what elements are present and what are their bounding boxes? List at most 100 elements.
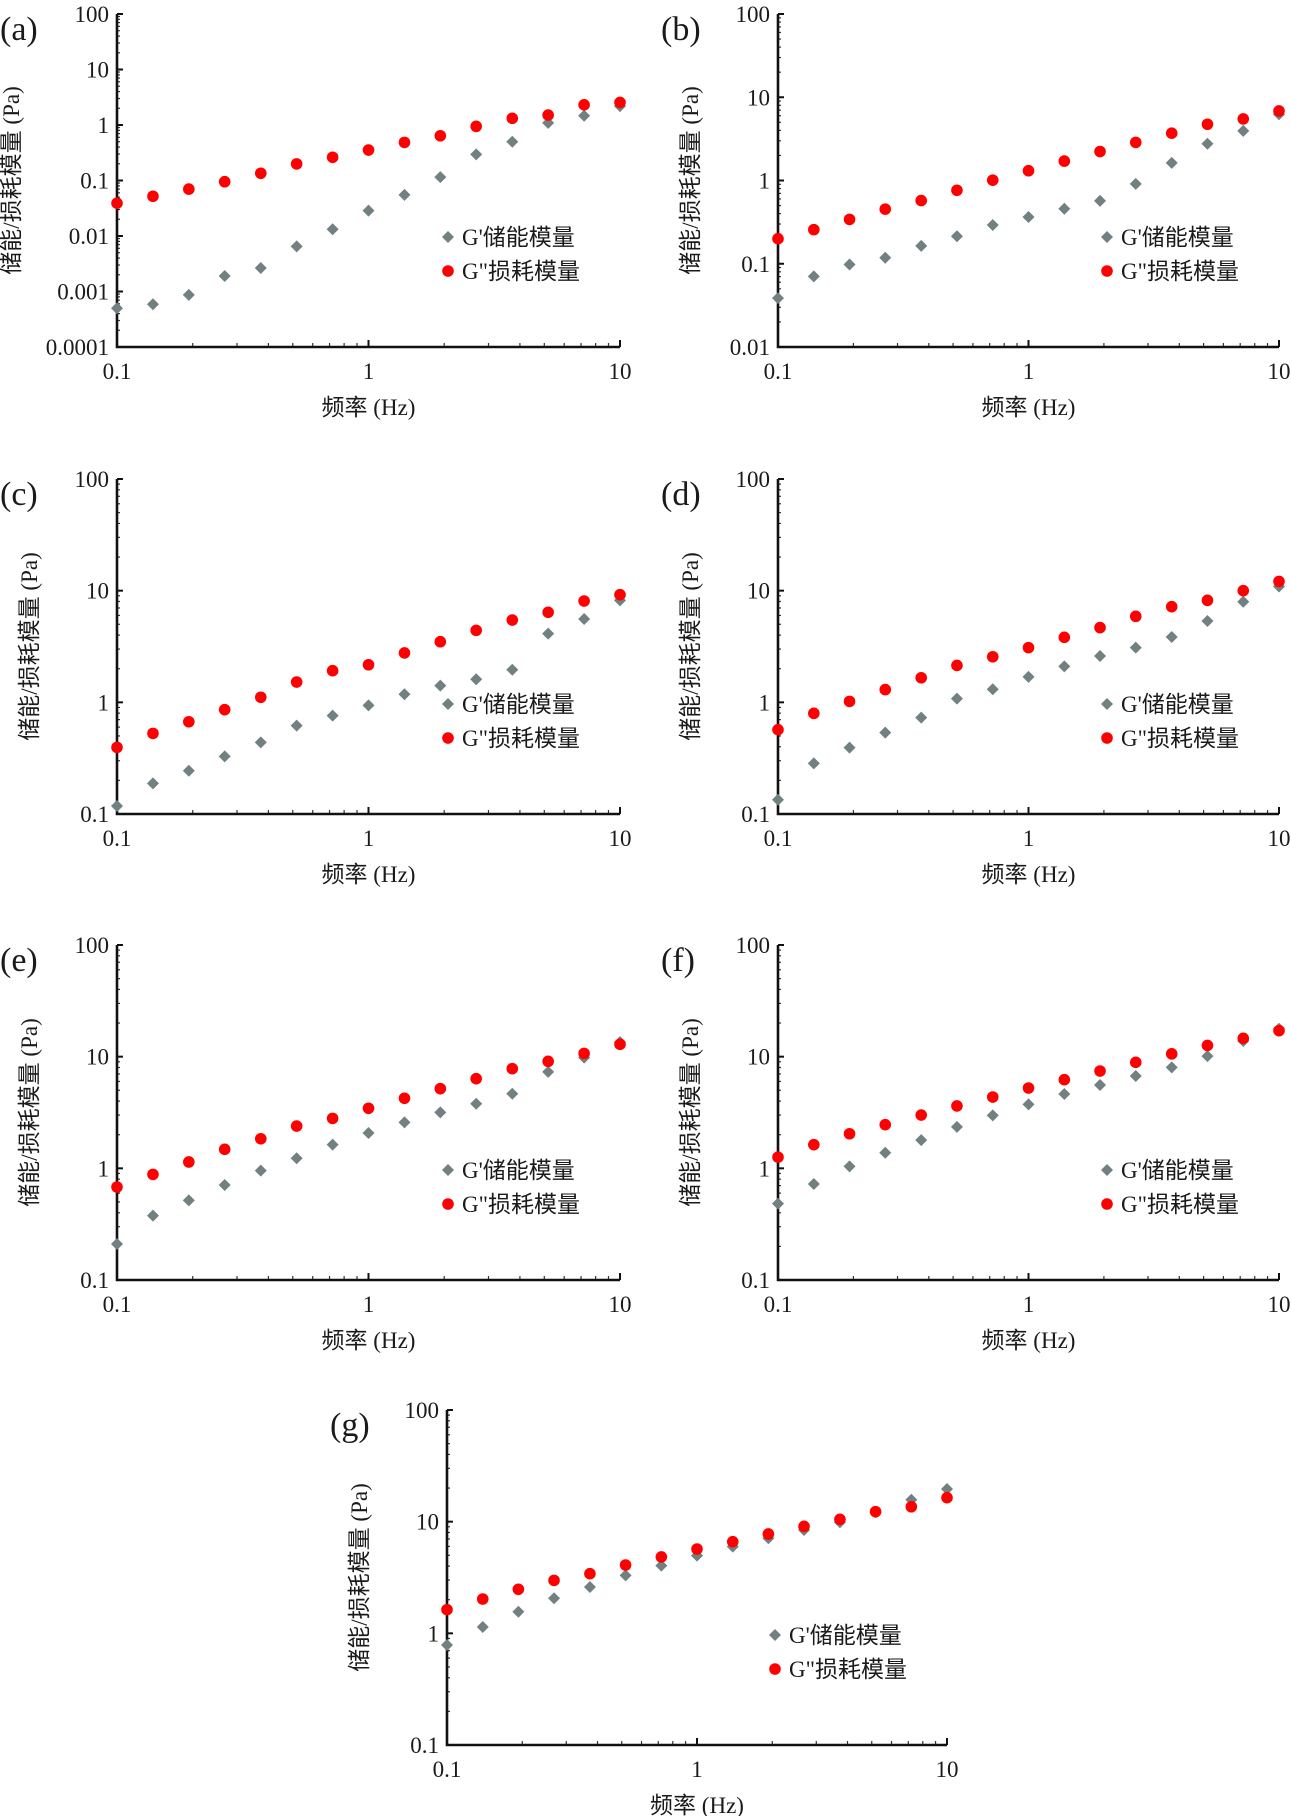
data-point-storage [843,1160,856,1173]
series-loss-modulus [111,588,626,754]
legend-label-loss: G"损耗模量 [789,1657,907,1682]
data-point-loss [843,695,856,708]
data-point-storage [1129,641,1142,654]
data-point-loss [951,184,963,197]
y-axis-title: 储能/损耗模量 (Pa) [678,86,703,274]
x-axis-title: 频率 (Hz) [982,395,1076,420]
data-point-loss [1165,1048,1178,1060]
data-point-storage [218,1179,231,1192]
data-point-storage [146,777,159,790]
data-point-loss [869,1505,882,1518]
data-point-storage [542,1065,555,1078]
y-tick-label: 1 [759,690,771,715]
x-tick-label: 1 [363,1292,375,1317]
data-point-loss [843,213,856,226]
data-point-loss [1237,113,1250,125]
data-point-storage [1237,124,1250,137]
data-point-loss [578,595,590,607]
data-point-loss [986,174,999,186]
data-point-loss [614,588,626,601]
data-point-loss [506,1062,519,1075]
data-point-storage [879,251,892,264]
x-tick-label: 0.1 [103,1292,132,1317]
chart-panel-c: (c) 0.1 1 10 100 0.1 1 10 频率 (Hz) 储能/损耗模量 (Pa) G'储… [0,467,632,887]
legend-label-loss: G"损耗模量 [1121,259,1239,284]
data-point-loss [111,1181,123,1193]
legend-label-loss: G"损耗模量 [462,1192,580,1217]
panel-label: (g) [330,1407,370,1444]
legend-marker-loss [769,1663,781,1675]
y-tick-label: 10 [747,85,770,110]
data-point-loss [1201,1039,1214,1052]
data-point-loss [218,175,231,188]
legend: G'储能模量 G"损耗模量 [1101,692,1239,751]
data-point-loss [111,197,123,209]
x-tick-label: 10 [1268,826,1291,851]
data-point-storage [655,1559,668,1572]
y-tick-label: 1 [98,113,110,138]
x-tick-label: 1 [363,826,375,851]
data-point-loss [542,606,554,619]
y-axis-title: 储能/损耗模量 (Pa) [678,1018,703,1206]
x-tick-label: 0.1 [764,1292,793,1317]
data-point-loss [326,664,339,677]
y-axis-title: 储能/损耗模量 (Pa) [17,552,42,740]
data-point-loss [506,614,519,626]
data-point-storage [398,1116,411,1129]
legend: G'储能模量 G"损耗模量 [1101,225,1239,284]
data-point-loss [1129,136,1142,149]
data-point-loss [1022,1082,1035,1094]
data-point-loss [843,1127,856,1140]
data-point-loss [834,1513,846,1526]
axes [115,479,620,816]
data-point-storage [476,1620,489,1633]
data-point-loss [1237,1032,1250,1045]
x-tick-label: 0.1 [103,826,132,851]
legend-label-loss: G"损耗模量 [1121,1192,1239,1217]
y-tick-label: 1 [98,690,110,715]
panel-label: (e) [0,942,38,979]
y-tick-label: 0.1 [80,802,109,827]
x-axis-title: 频率 (Hz) [322,862,416,887]
panel-label: (d) [661,476,701,513]
data-point-loss [772,1151,784,1163]
data-point-storage [1094,649,1107,662]
data-point-storage [218,750,231,763]
legend-marker-storage [442,231,454,243]
data-point-storage [326,709,339,722]
legend-marker-loss [442,1198,454,1210]
data-point-loss [986,650,999,663]
data-point-storage [470,1097,483,1110]
data-point-storage [1165,1061,1178,1074]
y-tick-label: 100 [75,933,110,958]
y-tick-label: 0.1 [741,802,770,827]
data-point-storage [434,1106,447,1119]
data-point-loss [726,1535,739,1548]
data-point-loss [1129,1056,1142,1069]
data-point-loss [614,1038,626,1051]
data-point-loss [808,223,820,236]
data-point-loss [476,1593,489,1605]
x-tick-label: 1 [1023,359,1035,384]
legend: G'储能模量 G"损耗模量 [442,1158,580,1217]
data-point-loss [951,659,963,672]
y-tick-label: 10 [86,58,109,83]
chart-panel-d: (d) 0.1 1 10 100 0.1 1 10 频率 (Hz) 储能/损耗模量 (Pa) G'储… [661,467,1291,887]
y-tick-label: 100 [405,1398,440,1423]
data-point-loss [470,120,482,133]
data-point-loss [1094,621,1106,634]
data-point-storage [506,135,519,148]
data-point-loss [326,151,339,164]
data-point-storage [1129,177,1142,190]
data-point-storage [146,298,159,311]
x-tick-label: 10 [936,1757,959,1782]
data-point-storage [578,613,591,626]
data-point-loss [470,624,482,637]
series-loss-modulus [441,1491,953,1616]
data-point-loss [254,167,267,180]
x-tick-label: 1 [363,359,375,384]
data-point-storage [1165,630,1178,643]
data-point-loss [879,203,892,215]
data-point-storage [941,1483,953,1496]
data-point-storage [583,1580,596,1593]
